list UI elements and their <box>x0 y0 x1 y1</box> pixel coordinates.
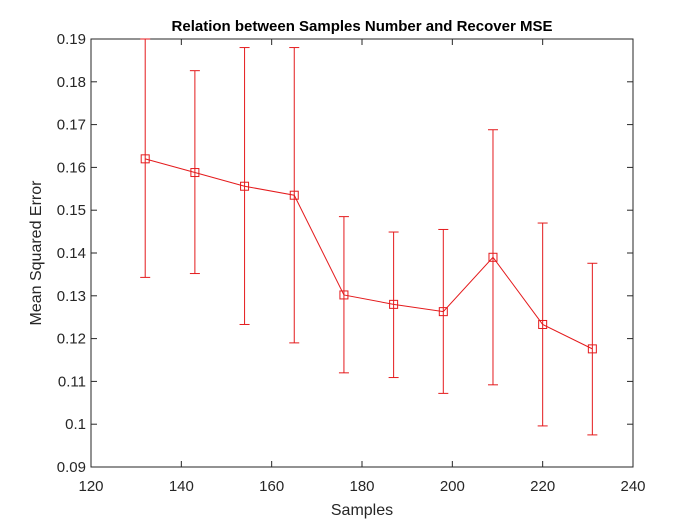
data-point-marker <box>438 307 448 317</box>
y-tick-label: 0.15 <box>57 202 86 219</box>
y-tick-label: 0.14 <box>57 245 86 262</box>
data-point-marker <box>289 190 299 200</box>
x-tick-label: 140 <box>169 478 194 495</box>
x-tick-label: 240 <box>620 478 645 495</box>
data-point-marker <box>389 299 399 309</box>
data-point-marker <box>190 168 200 178</box>
y-tick-label: 0.13 <box>57 288 86 305</box>
x-axis-label: Samples <box>331 502 393 519</box>
data-point-marker <box>240 181 250 191</box>
data-point-marker <box>140 154 150 164</box>
data-point-marker <box>488 252 498 262</box>
x-tick-label: 120 <box>78 478 103 495</box>
data-point-marker <box>538 319 548 329</box>
data-point-marker <box>587 344 597 354</box>
data-point-marker <box>339 290 349 300</box>
x-tick-label: 220 <box>530 478 555 495</box>
y-tick-label: 0.17 <box>57 117 86 134</box>
x-tick-label: 200 <box>440 478 465 495</box>
x-tick-label: 180 <box>349 478 374 495</box>
y-tick-label: 0.19 <box>57 31 86 48</box>
y-tick-label: 0.11 <box>58 373 86 390</box>
plot-area <box>90 38 634 468</box>
y-tick-label: 0.09 <box>57 459 86 476</box>
series-line <box>145 158 593 350</box>
y-tick-label: 0.16 <box>57 159 86 176</box>
chart-title: Relation between Samples Number and Reco… <box>172 18 553 35</box>
y-tick-label: 0.12 <box>57 331 86 348</box>
axis-ticks: 120 140 160 180 200 220 240 0.09 0.1 0.11 0.12 0.13… <box>57 31 646 495</box>
y-axis-label: Mean Squared Error <box>28 180 45 326</box>
y-tick-label: 0.1 <box>65 416 86 433</box>
y-tick-label: 0.18 <box>57 74 86 91</box>
x-tick-label: 160 <box>259 478 284 495</box>
data-series <box>140 154 597 354</box>
